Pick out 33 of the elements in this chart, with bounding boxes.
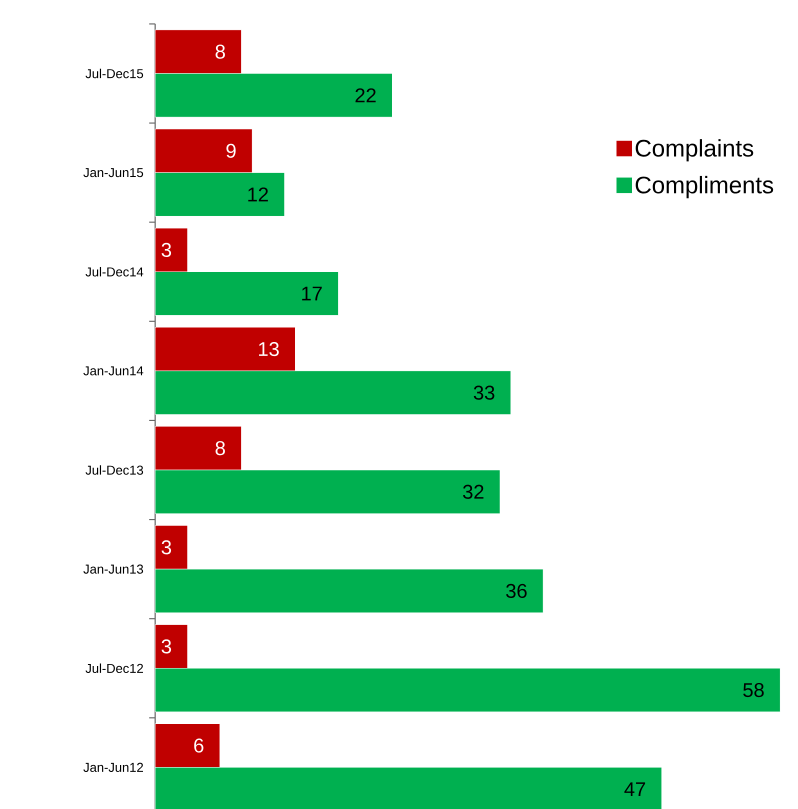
y-tick-label: Jul-Dec12 bbox=[86, 663, 143, 673]
data-label: 58 bbox=[743, 683, 764, 698]
data-label: 47 bbox=[624, 782, 646, 796]
y-tick-label: Jul-Dec14 bbox=[86, 266, 144, 276]
y-tick-label: Jan-Jun14 bbox=[83, 366, 144, 376]
data-label: 8 bbox=[216, 44, 225, 59]
data-label: 3 bbox=[162, 639, 172, 654]
legend-label: Compliments bbox=[636, 176, 774, 198]
y-tick-label: Jan-Jun15 bbox=[83, 168, 144, 178]
y-tick-label: Jul-Dec15 bbox=[86, 68, 144, 78]
data-label: 13 bbox=[259, 342, 279, 356]
data-label: 17 bbox=[302, 286, 322, 300]
data-label: 3 bbox=[162, 242, 172, 257]
y-tick-label: Jul-Dec13 bbox=[86, 465, 144, 475]
data-label: 3 bbox=[162, 540, 172, 554]
data-label: 33 bbox=[474, 386, 494, 400]
bar bbox=[154, 172, 285, 216]
bar bbox=[154, 73, 392, 118]
bar bbox=[154, 668, 780, 712]
data-label: 9 bbox=[226, 144, 236, 158]
bar bbox=[154, 568, 544, 613]
legend-label: Complaints bbox=[636, 139, 754, 162]
data-label: 6 bbox=[194, 738, 204, 753]
bar bbox=[154, 370, 512, 415]
data-label: 8 bbox=[216, 441, 225, 456]
data-label: 36 bbox=[506, 584, 527, 598]
y-tick-label: Jan-Jun13 bbox=[83, 564, 144, 574]
bar bbox=[154, 470, 500, 514]
data-label: 32 bbox=[463, 484, 484, 499]
data-label: 12 bbox=[248, 187, 268, 202]
bar bbox=[154, 271, 339, 316]
data-label: 22 bbox=[356, 88, 376, 102]
y-tick-label: Jan-Jun12 bbox=[83, 762, 143, 772]
